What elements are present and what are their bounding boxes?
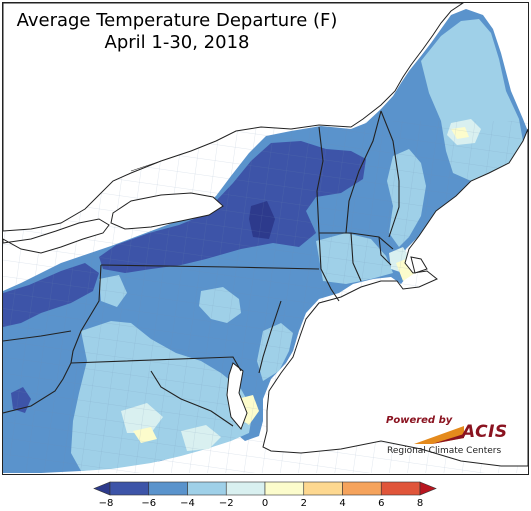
- swoosh-icon: [414, 426, 464, 444]
- title-line-1: Average Temperature Departure (F): [16, 10, 338, 31]
- powered-by-text: Powered by: [386, 415, 453, 426]
- legend-tick-label: −8: [98, 498, 114, 509]
- legend-tick-label: −2: [218, 498, 234, 509]
- legend-bin: [187, 481, 227, 496]
- legend-tick-label: −6: [141, 498, 157, 509]
- legend-bin: [303, 481, 343, 496]
- acis-logo-text: ACIS: [462, 422, 508, 442]
- legend-bin: [380, 481, 421, 496]
- rcc-text: Regional Climate Centers: [387, 446, 502, 456]
- temperature-departure-map: [3, 3, 528, 473]
- legend-tick-label: 8: [416, 498, 424, 509]
- acis-logo: Powered by ACIS Regional Climate Centers: [384, 414, 514, 458]
- legend-under-arrow: [93, 481, 111, 496]
- legend-over-arrow: [419, 481, 437, 496]
- canada-lines: [130, 150, 192, 172]
- map-frame: [2, 2, 529, 475]
- legend-tick-label: 6: [378, 498, 385, 509]
- legend-tick-label: 4: [339, 498, 346, 509]
- legend-tick-label: −4: [180, 498, 195, 509]
- color-legend: −8 −6 −4 −2 0 2 4 6 8: [0, 478, 531, 511]
- legend-bin: [342, 481, 382, 496]
- title-line-2: April 1-30, 2018: [104, 32, 250, 53]
- legend-bin: [225, 481, 266, 496]
- map-title: Average Temperature Departure (F) April …: [12, 10, 342, 54]
- legend-colorbar: [93, 481, 437, 496]
- state-boundaries: [3, 110, 400, 427]
- legend-tick-label: 0: [261, 498, 269, 509]
- legend-tick-label: 2: [300, 498, 307, 509]
- water-bodies: [3, 3, 528, 467]
- legend-bin: [264, 481, 305, 496]
- legend-bin: [148, 481, 188, 496]
- legend-bin: [109, 481, 150, 496]
